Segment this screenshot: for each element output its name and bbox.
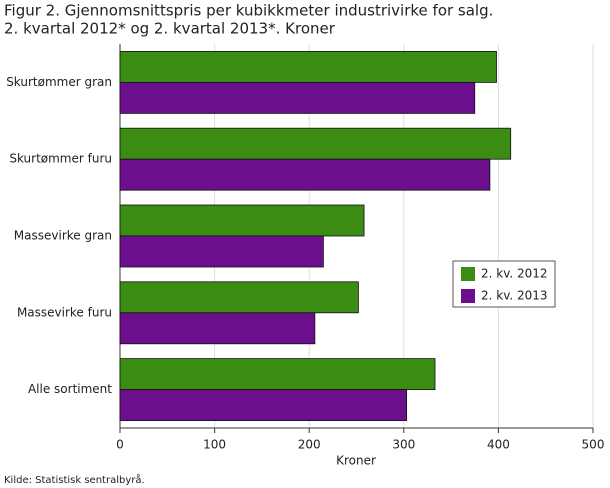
y-tick-label: Skurtømmer gran — [6, 75, 112, 89]
legend-label: 2. kv. 2013 — [481, 289, 548, 303]
bar — [119, 312, 316, 345]
y-tick-label: Massevirke gran — [14, 229, 112, 243]
x-tick-label: 400 — [487, 438, 510, 452]
bar — [119, 389, 408, 422]
bar — [119, 127, 512, 160]
bar — [119, 204, 365, 237]
bar — [119, 158, 491, 191]
x-tick-label: 500 — [582, 438, 605, 452]
bar — [119, 358, 436, 391]
x-tick-label: 0 — [116, 438, 124, 452]
y-tick-label: Alle sortiment — [28, 382, 112, 396]
bar — [119, 281, 359, 314]
source: Kilde: Statistisk sentralbyrå. — [4, 473, 145, 486]
x-axis-label: Kroner — [336, 454, 376, 468]
chart-title: Figur 2. Gjennomsnittspris per kubikkmet… — [4, 2, 493, 20]
legend-label: 2. kv. 2012 — [481, 267, 548, 281]
x-tick-label: 100 — [203, 438, 226, 452]
y-tick-label: Skurtømmer furu — [9, 152, 112, 166]
legend-swatch — [461, 267, 475, 281]
x-tick-label: 300 — [392, 438, 415, 452]
legend-swatch — [461, 289, 475, 303]
bar — [119, 51, 497, 83]
x-tick-label: 200 — [298, 438, 321, 452]
bar — [119, 235, 324, 268]
y-tick-label: Massevirke furu — [17, 305, 112, 319]
chart-title: 2. kvartal 2012* og 2. kvartal 2013*. Kr… — [4, 20, 336, 38]
bar — [119, 82, 476, 114]
